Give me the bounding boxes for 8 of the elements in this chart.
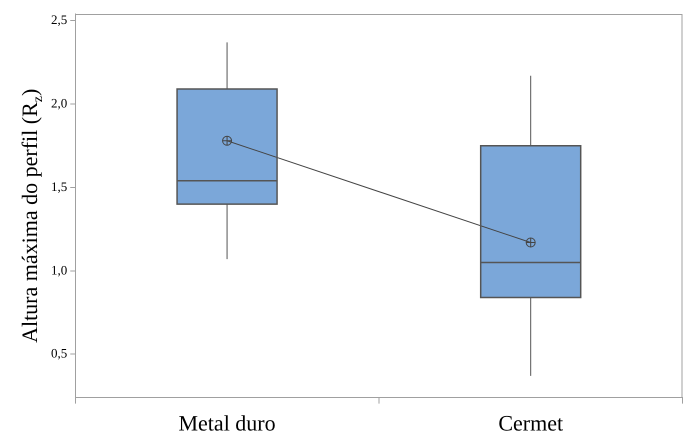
x-tick-label: Cermet	[498, 410, 564, 436]
y-tick-label: 2,0	[51, 95, 68, 110]
y-axis-title: Altura máxima do perfil (Rz)	[17, 88, 46, 343]
x-tick-label: Metal duro	[178, 410, 276, 436]
y-tick-label: 1,0	[51, 262, 68, 278]
y-tick-label: 0,5	[51, 346, 68, 361]
y-tick-label: 2,5	[51, 12, 68, 28]
y-tick-label: 1,5	[51, 178, 68, 194]
